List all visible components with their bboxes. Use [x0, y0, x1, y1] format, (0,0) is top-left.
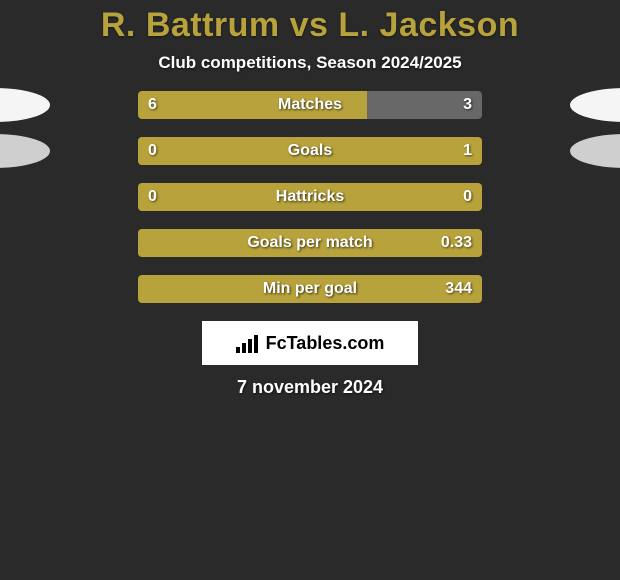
stat-bar: 0.33 Goals per match: [138, 229, 482, 257]
stat-row: 0.33 Goals per match: [70, 229, 550, 257]
stat-label: Matches: [278, 96, 342, 114]
stat-value-left: 6: [148, 96, 157, 114]
stat-bar: 0 0 Hattricks: [138, 183, 482, 211]
decor-ellipse-left: [0, 88, 50, 122]
stat-value-left: 0: [148, 188, 157, 206]
stat-value-right: 3: [463, 96, 472, 114]
stat-label: Hattricks: [276, 188, 344, 206]
stat-value-right: 0: [463, 188, 472, 206]
stat-bar: 6 3 Matches: [138, 91, 482, 119]
stat-row: 0 1 Goals: [70, 137, 550, 165]
stat-value-right: 0.33: [441, 234, 472, 252]
stat-row: 0 0 Hattricks: [70, 183, 550, 211]
brand-text: FcTables.com: [266, 333, 385, 354]
decor-ellipse-right: [570, 88, 620, 122]
brand-badge: FcTables.com: [202, 321, 418, 365]
stat-value-right: 1: [463, 142, 472, 160]
stat-label: Min per goal: [263, 280, 357, 298]
stat-label: Goals per match: [247, 234, 372, 252]
stat-row: 344 Min per goal: [70, 275, 550, 303]
stat-label: Goals: [288, 142, 332, 160]
stat-bar: 0 1 Goals: [138, 137, 482, 165]
stat-value-left: 0: [148, 142, 157, 160]
stat-value-right: 344: [445, 280, 472, 298]
decor-ellipse-left: [0, 134, 50, 168]
subtitle: Club competitions, Season 2024/2025: [0, 53, 620, 73]
comparison-card: R. Battrum vs L. Jackson Club competitio…: [0, 0, 620, 398]
stat-bar: 344 Min per goal: [138, 275, 482, 303]
stats-container: 6 3 Matches 0 1 Goals 0 0 Hattricks 0.33 Goals per…: [70, 91, 550, 303]
brand-icon: [236, 333, 260, 353]
page-title: R. Battrum vs L. Jackson: [0, 6, 620, 45]
date-label: 7 november 2024: [0, 377, 620, 398]
stat-row: 6 3 Matches: [70, 91, 550, 119]
decor-ellipse-right: [570, 134, 620, 168]
